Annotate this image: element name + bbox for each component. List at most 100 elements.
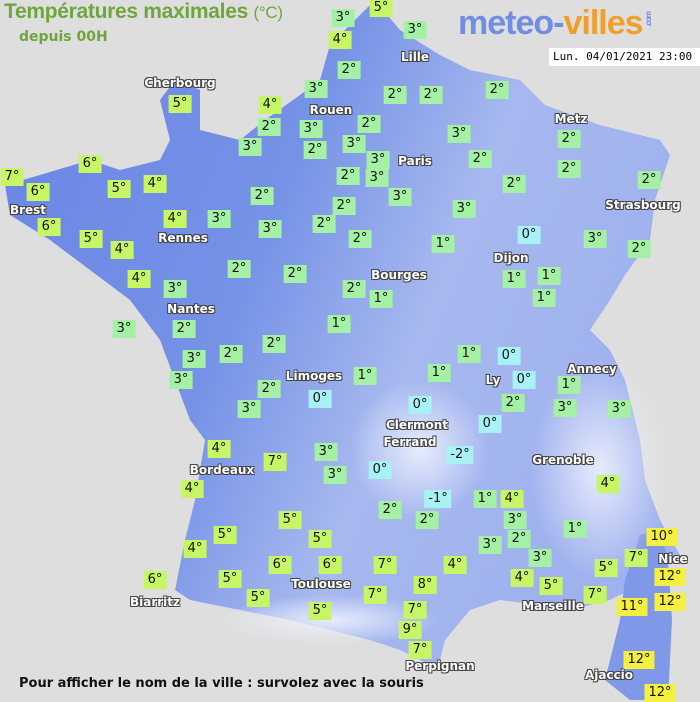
temperature-marker[interactable]: 4° <box>596 475 620 493</box>
temperature-marker[interactable]: 3° <box>314 443 338 461</box>
temperature-marker[interactable]: 7° <box>0 168 24 186</box>
temperature-marker[interactable]: 2° <box>627 240 651 258</box>
temperature-marker[interactable]: 1° <box>502 270 526 288</box>
temperature-marker[interactable]: -1° <box>424 490 452 508</box>
temperature-marker[interactable]: 8° <box>413 576 437 594</box>
temperature-marker[interactable]: 2° <box>219 345 243 363</box>
temperature-marker[interactable]: 2° <box>348 230 372 248</box>
temperature-marker[interactable]: 12° <box>654 593 686 611</box>
temperature-marker[interactable]: 1° <box>327 315 351 333</box>
temperature-marker[interactable]: 4° <box>127 270 151 288</box>
temperature-marker[interactable]: 6° <box>26 183 50 201</box>
temperature-marker[interactable]: 5° <box>539 577 563 595</box>
temperature-marker[interactable]: 3° <box>304 80 328 98</box>
temperature-marker[interactable]: 1° <box>537 267 561 285</box>
temperature-marker[interactable]: 1° <box>473 490 497 508</box>
temperature-marker[interactable]: 2° <box>303 141 327 159</box>
temperature-marker[interactable]: 12° <box>644 684 676 702</box>
temperature-marker[interactable]: 3° <box>553 399 577 417</box>
temperature-marker[interactable]: 3° <box>112 320 136 338</box>
temperature-marker[interactable]: 4° <box>510 569 534 587</box>
temperature-marker[interactable]: 0° <box>408 396 432 414</box>
temperature-marker[interactable]: 5° <box>369 0 393 17</box>
temperature-marker[interactable]: 3° <box>342 135 366 153</box>
temperature-marker[interactable]: 3° <box>323 466 347 484</box>
temperature-marker[interactable]: 0° <box>512 371 536 389</box>
temperature-marker[interactable]: 1° <box>427 364 451 382</box>
temperature-marker[interactable]: 7° <box>403 601 427 619</box>
temperature-marker[interactable]: 4° <box>207 440 231 458</box>
temperature-marker[interactable]: 5° <box>79 230 103 248</box>
temperature-marker[interactable]: 1° <box>369 290 393 308</box>
temperature-marker[interactable]: 4° <box>180 480 204 498</box>
temperature-marker[interactable]: 5° <box>308 530 332 548</box>
temperature-marker[interactable]: 4° <box>258 96 282 114</box>
temperature-marker[interactable]: 3° <box>366 151 390 169</box>
temperature-marker[interactable]: 6° <box>37 218 61 236</box>
temperature-marker[interactable]: 7° <box>408 641 432 659</box>
temperature-marker[interactable]: 1° <box>557 376 581 394</box>
temperature-marker[interactable]: 2° <box>507 530 531 548</box>
temperature-marker[interactable]: 10° <box>646 528 678 546</box>
temperature-marker[interactable]: 3° <box>258 220 282 238</box>
temperature-marker[interactable]: 11° <box>616 598 648 616</box>
temperature-marker[interactable]: 3° <box>207 210 231 228</box>
temperature-marker[interactable]: 5° <box>107 180 131 198</box>
temperature-marker[interactable]: 3° <box>403 21 427 39</box>
temperature-marker[interactable]: 6° <box>318 556 342 574</box>
temperature-marker[interactable]: 2° <box>332 197 356 215</box>
temperature-marker[interactable]: 3° <box>447 125 471 143</box>
temperature-marker[interactable]: 0° <box>497 347 521 365</box>
temperature-marker[interactable]: 2° <box>357 115 381 133</box>
temperature-marker[interactable]: 3° <box>169 371 193 389</box>
temperature-marker[interactable]: 2° <box>419 86 443 104</box>
temperature-marker[interactable]: 12° <box>654 568 686 586</box>
temperature-marker[interactable]: 3° <box>528 549 552 567</box>
temperature-marker[interactable]: 1° <box>431 235 455 253</box>
temperature-marker[interactable]: 5° <box>218 570 242 588</box>
temperature-marker[interactable]: 4° <box>500 490 524 508</box>
temperature-marker[interactable]: 4° <box>183 540 207 558</box>
temperature-marker[interactable]: 2° <box>637 171 661 189</box>
temperature-marker[interactable]: 3° <box>182 350 206 368</box>
temperature-marker[interactable]: 2° <box>172 320 196 338</box>
temperature-marker[interactable]: 2° <box>336 167 360 185</box>
temperature-marker[interactable]: 7° <box>583 586 607 604</box>
temperature-marker[interactable]: 3° <box>452 200 476 218</box>
temperature-marker[interactable]: 5° <box>246 589 270 607</box>
temperature-marker[interactable]: 0° <box>368 461 392 479</box>
logo[interactable]: meteo-villes .com <box>458 4 653 43</box>
temperature-marker[interactable]: 7° <box>624 549 648 567</box>
temperature-marker[interactable]: 2° <box>485 81 509 99</box>
temperature-marker[interactable]: 0° <box>308 390 332 408</box>
temperature-marker[interactable]: 5° <box>213 526 237 544</box>
temperature-marker[interactable]: 2° <box>257 380 281 398</box>
temperature-marker[interactable]: 5° <box>168 95 192 113</box>
temperature-marker[interactable]: 2° <box>502 175 526 193</box>
temperature-marker[interactable]: 0° <box>478 415 502 433</box>
temperature-marker[interactable]: 4° <box>443 556 467 574</box>
temperature-marker[interactable]: 7° <box>373 556 397 574</box>
temperature-marker[interactable]: 0° <box>517 226 541 244</box>
temperature-marker[interactable]: 4° <box>143 175 167 193</box>
temperature-marker[interactable]: 7° <box>363 586 387 604</box>
temperature-marker[interactable]: 1° <box>457 345 481 363</box>
temperature-marker[interactable]: 3° <box>388 188 412 206</box>
temperature-marker[interactable]: 6° <box>143 571 167 589</box>
temperature-marker[interactable]: 3° <box>503 511 527 529</box>
temperature-marker[interactable]: 3° <box>365 169 389 187</box>
temperature-marker[interactable]: 2° <box>342 280 366 298</box>
temperature-marker[interactable]: 4° <box>328 31 352 49</box>
temperature-marker[interactable]: 5° <box>594 559 618 577</box>
temperature-marker[interactable]: 2° <box>557 130 581 148</box>
temperature-marker[interactable]: 2° <box>227 260 251 278</box>
temperature-marker[interactable]: 5° <box>308 602 332 620</box>
temperature-marker[interactable]: 3° <box>299 120 323 138</box>
temperature-marker[interactable]: 7° <box>263 453 287 471</box>
temperature-marker[interactable]: 2° <box>468 150 492 168</box>
temperature-marker[interactable]: 5° <box>278 511 302 529</box>
temperature-marker[interactable]: 3° <box>163 280 187 298</box>
temperature-marker[interactable]: 3° <box>237 400 261 418</box>
temperature-marker[interactable]: 2° <box>250 187 274 205</box>
temperature-marker[interactable]: 2° <box>257 118 281 136</box>
